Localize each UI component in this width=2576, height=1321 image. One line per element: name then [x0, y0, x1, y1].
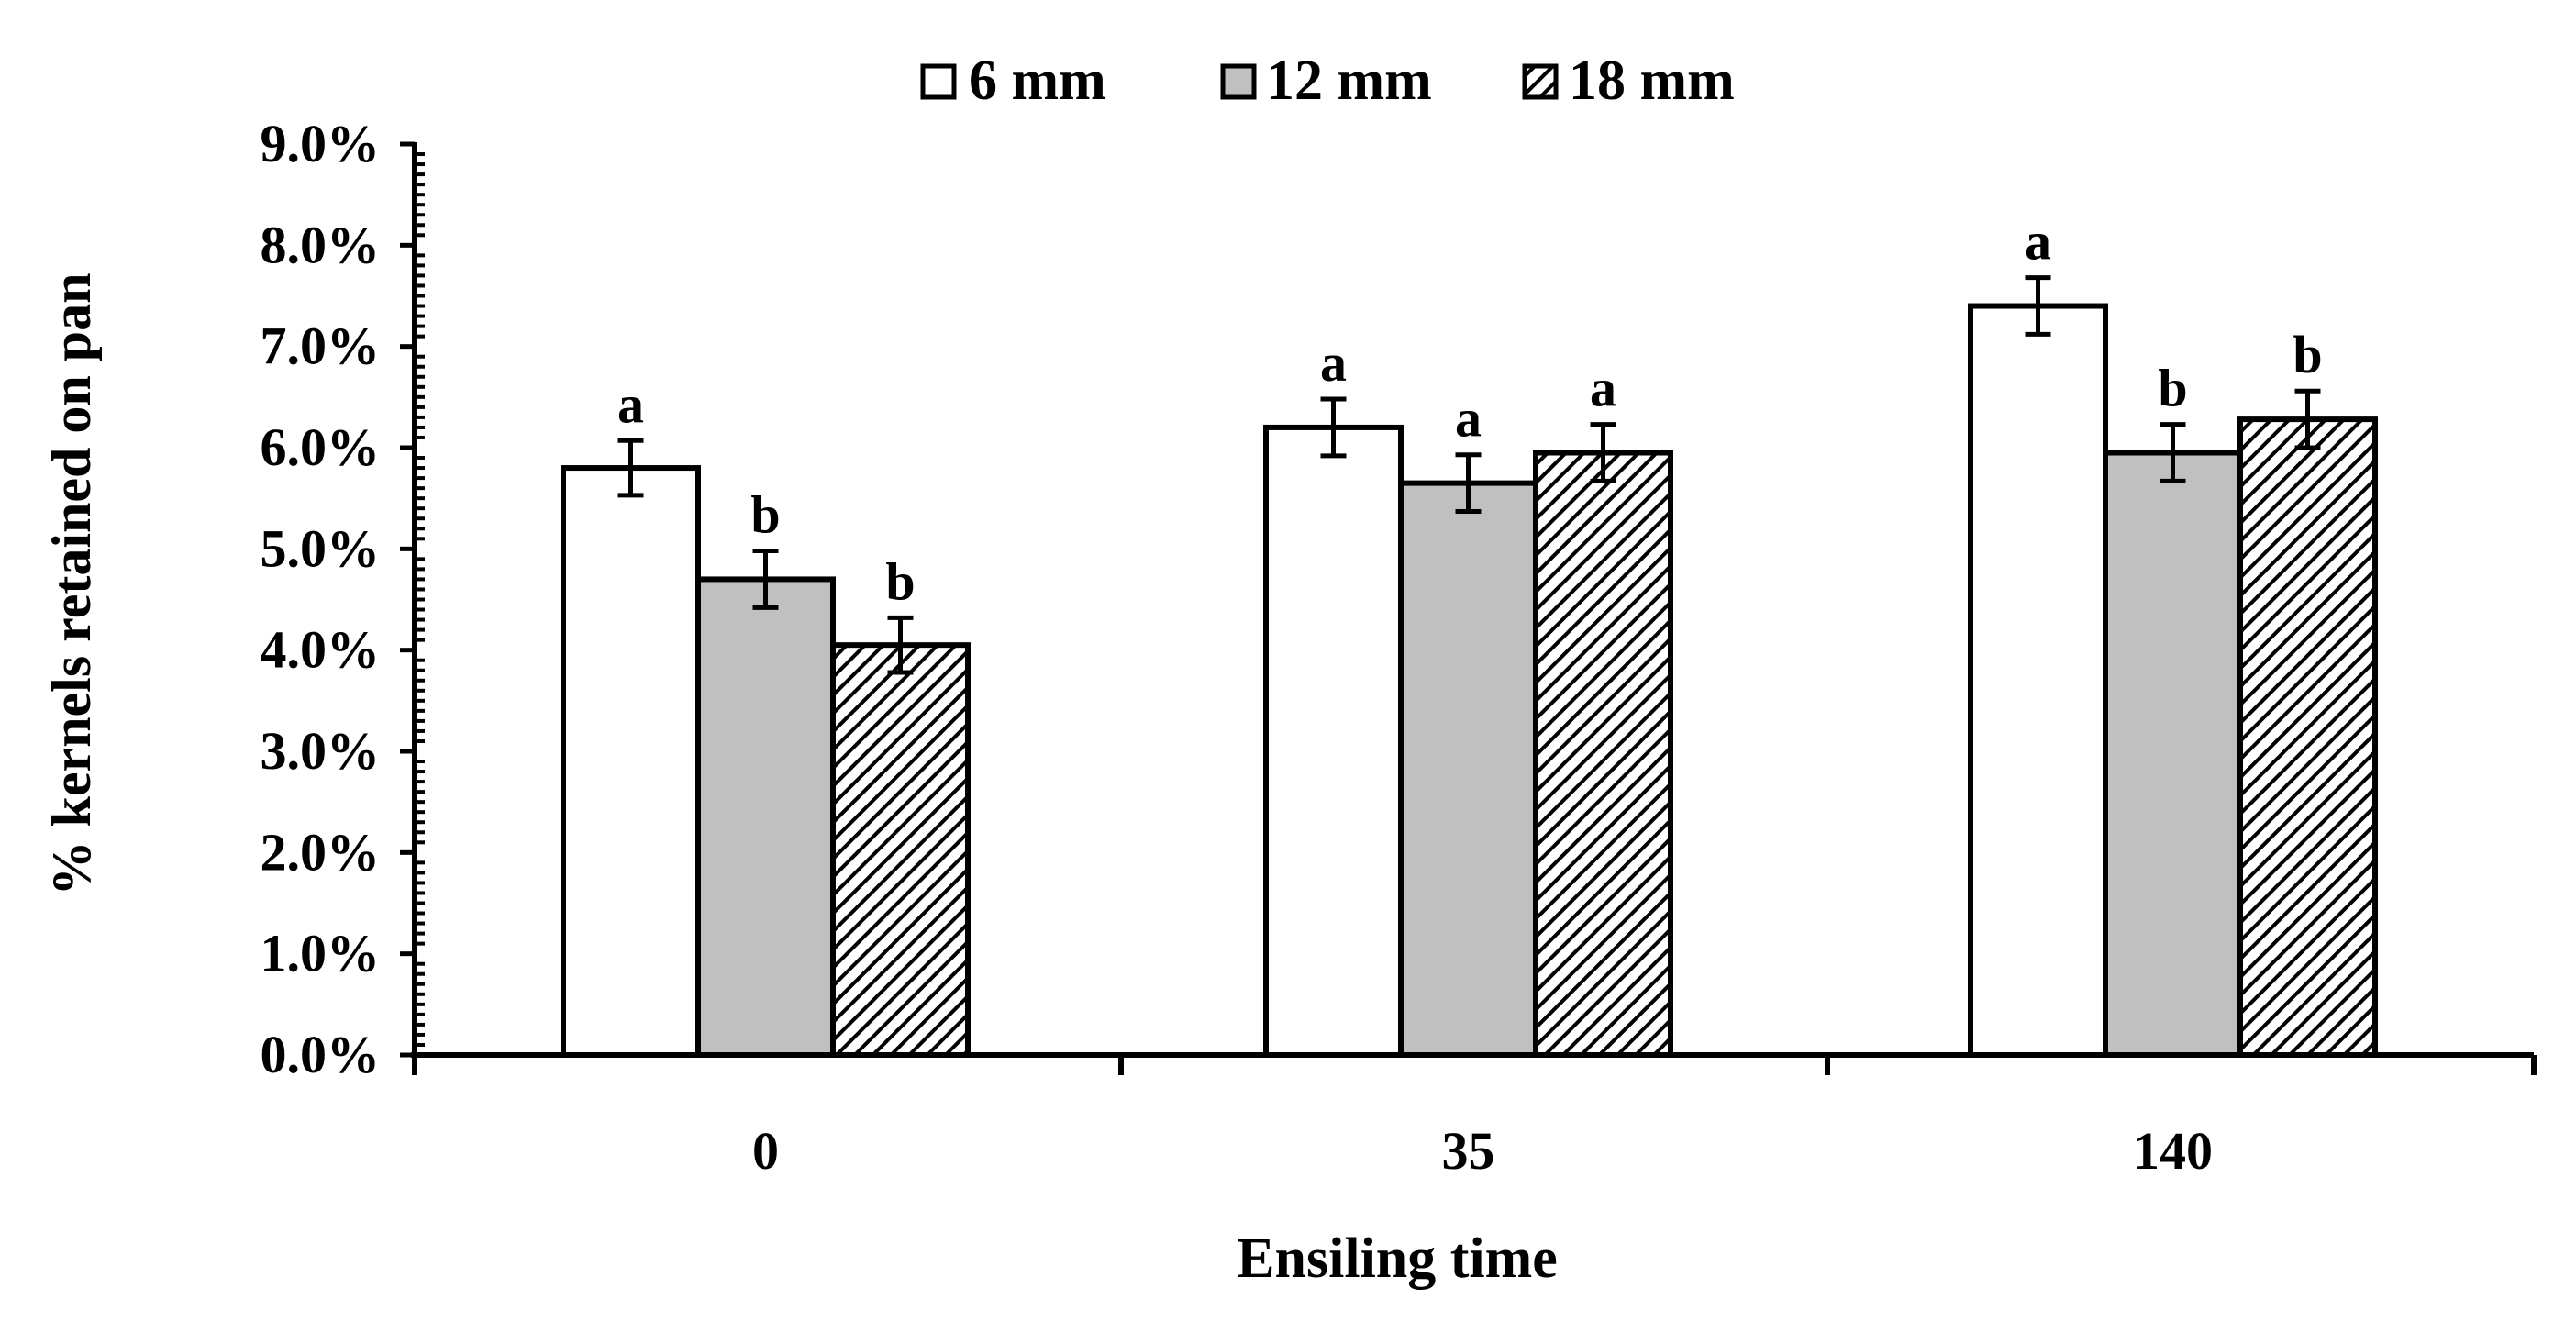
y-axis-ticks: 0.0% 1.0% 2.0% 3.0% 4.0% 5.0% 6.0% 7.0% 8.0% 9.0% — [261, 114, 425, 1084]
bar-6mm-140 — [1968, 303, 2108, 1058]
y-tick-label: 8.0% — [261, 215, 381, 274]
bar-12mm-35 — [1398, 480, 1538, 1058]
legend-label-18mm: 18 mm — [1569, 50, 1735, 112]
y-tick-label: 9.0% — [261, 114, 381, 173]
significance-letter: b — [2158, 359, 2187, 418]
bar-12mm-140 — [2103, 450, 2243, 1058]
significance-letter: b — [750, 485, 780, 545]
bar-18mm-35 — [1533, 450, 1673, 1058]
error-bars — [617, 275, 2321, 675]
bars — [561, 303, 2378, 1059]
axes — [411, 142, 2534, 1058]
legend-swatch-6mm — [920, 63, 957, 100]
bar-12mm-0 — [695, 576, 836, 1058]
significance-letter: a — [617, 374, 644, 434]
legend-label-12mm: 12 mm — [1266, 50, 1432, 112]
significance-letter: b — [885, 551, 915, 611]
y-tick-label: 2.0% — [261, 822, 381, 882]
significance-letter: a — [1590, 359, 1616, 418]
y-tick-label: 7.0% — [261, 316, 381, 376]
y-tick-label: 4.0% — [261, 620, 381, 680]
y-tick-label: 5.0% — [261, 518, 381, 578]
y-axis-title: % kernels retained on pan — [41, 273, 102, 896]
bar-6mm-0 — [561, 465, 701, 1059]
x-tick-label: 0 — [752, 1121, 779, 1181]
y-tick-label: 6.0% — [261, 417, 381, 477]
significance-letter: b — [2293, 325, 2322, 384]
x-axis-ticks: 0 35 140 — [412, 1055, 2537, 1181]
x-tick-label: 140 — [2133, 1121, 2213, 1181]
legend: 6 mm 12 mm 18 mm — [920, 50, 1735, 112]
bar-18mm-0 — [830, 642, 971, 1059]
x-axis-title: Ensiling time — [1237, 1227, 1558, 1290]
x-tick-label: 35 — [1442, 1121, 1495, 1181]
y-tick-label: 3.0% — [261, 721, 381, 781]
significance-letter: a — [1320, 333, 1347, 393]
legend-label-6mm: 6 mm — [969, 50, 1106, 112]
bar-18mm-140 — [2237, 416, 2378, 1058]
significance-letters: a b b a a a a b b — [617, 212, 2323, 612]
y-tick-label: 0.0% — [261, 1025, 381, 1084]
significance-letter: a — [2025, 212, 2051, 272]
legend-swatch-12mm — [1220, 63, 1257, 100]
bar-6mm-35 — [1263, 424, 1404, 1058]
y-tick-label: 1.0% — [261, 924, 381, 983]
legend-swatch-18mm — [1522, 63, 1559, 100]
significance-letter: a — [1455, 389, 1482, 449]
